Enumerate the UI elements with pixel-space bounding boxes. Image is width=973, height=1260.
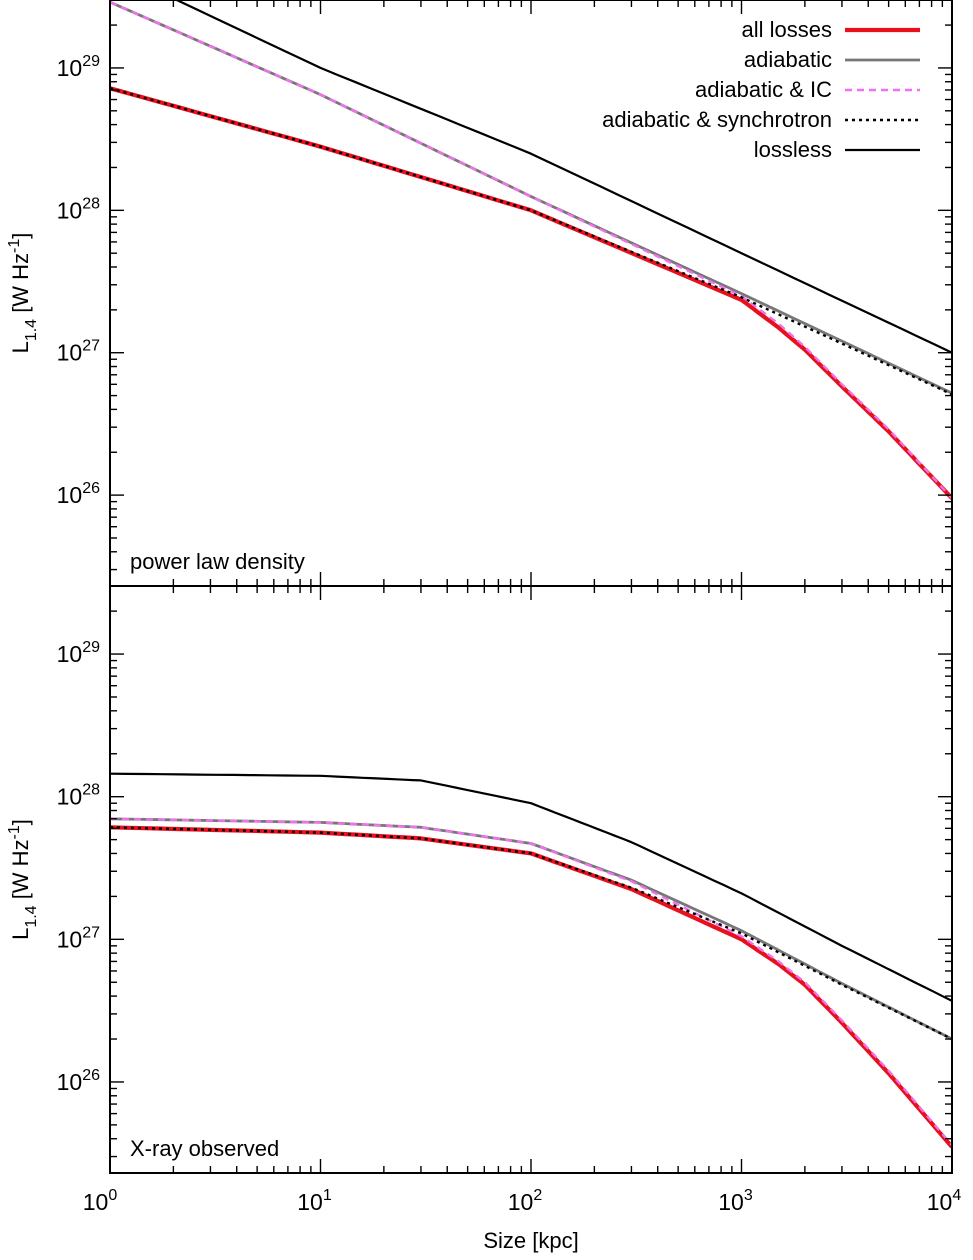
series-adiabatic <box>110 0 952 395</box>
x-tick-label: 104 <box>927 1187 962 1215</box>
x-tick-label: 102 <box>508 1187 543 1215</box>
series-adiabatic <box>110 817 952 1041</box>
x-tick-label: 101 <box>297 1187 332 1215</box>
panel-annotation: X-ray observed <box>130 1136 279 1161</box>
series-group <box>110 772 952 1149</box>
legend-label: adiabatic & synchrotron <box>602 107 832 132</box>
series-adiabatic-synchrotron <box>110 87 952 396</box>
y-axis-label: L1.4 [W Hz-1] <box>6 233 40 354</box>
series-group <box>110 0 952 500</box>
y-tick-label: 1027 <box>57 924 100 952</box>
y-tick-label: 1026 <box>57 1067 100 1095</box>
panel-annotation: power law density <box>130 549 305 574</box>
x-axis: 100 101 102 103 104 Size [kpc] <box>83 1187 962 1253</box>
legend-label: lossless <box>754 137 832 162</box>
y-tick-label: 1027 <box>57 338 100 366</box>
panel-power-law-density: 1026 1027 1028 1029 L1.4 [W Hz-1] power law d… <box>6 0 953 587</box>
legend-label: adiabatic & IC <box>695 77 832 102</box>
x-axis-label: Size [kpc] <box>483 1228 578 1253</box>
legend-label: adiabatic <box>744 47 832 72</box>
y-tick-label: 1026 <box>57 480 100 508</box>
plot-frame <box>109 585 953 1174</box>
x-tick-label: 103 <box>718 1187 753 1215</box>
y-tick-label: 1028 <box>57 195 100 223</box>
panel-x-ray-observed: 1026 1027 1028 1029 L1.4 [W Hz-1] X-ray obser… <box>6 585 953 1174</box>
series-lossless <box>110 772 952 1002</box>
series-all-losses <box>110 86 952 500</box>
series-lossless <box>174 0 952 354</box>
y-axis-label: L1.4 [W Hz-1] <box>6 819 40 940</box>
y-tick-label: 1029 <box>57 53 100 81</box>
series-adiabatic-ic <box>110 817 952 1146</box>
ticks <box>109 585 952 1173</box>
y-tick-label: 1029 <box>57 639 100 667</box>
series-all-losses <box>110 825 952 1149</box>
legend: all losses adiabatic adiabatic & IC adiabat… <box>602 17 920 162</box>
y-tick-label: 1028 <box>57 782 100 810</box>
legend-label: all losses <box>742 17 832 42</box>
x-tick-label: 100 <box>83 1187 118 1215</box>
